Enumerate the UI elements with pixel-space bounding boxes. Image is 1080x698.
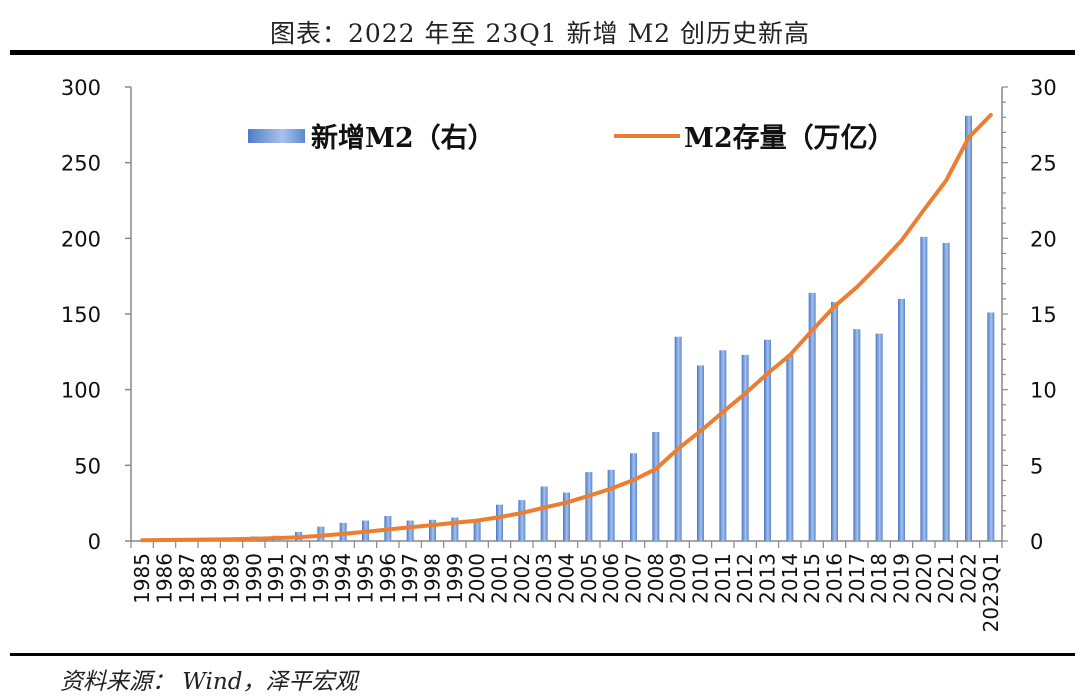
x-tick-label: 1988: [197, 553, 221, 604]
bar-1999: [451, 517, 459, 541]
x-tick-label: 2014: [778, 553, 802, 604]
legend-item-line: M2存量（万亿）: [614, 116, 895, 155]
x-tick-label: 1999: [443, 553, 467, 604]
x-tick-label: 2017: [845, 553, 869, 604]
x-tick-label: 2000: [465, 553, 489, 604]
x-tick-label: 1996: [376, 553, 400, 604]
x-tick-label: 2005: [577, 553, 601, 604]
bar-1998: [429, 519, 436, 541]
right-tick-label: 5: [1030, 454, 1043, 478]
bottom-rule: [10, 653, 1075, 656]
left-tick-label: 50: [74, 454, 101, 478]
x-tick-label: 2015: [800, 553, 824, 604]
bar-2019: [898, 298, 905, 541]
bar-2001: [496, 504, 503, 541]
left-tick-label: 100: [61, 379, 101, 403]
x-tick-label: 2012: [733, 553, 757, 604]
x-tick-label: 2004: [555, 553, 579, 604]
x-tick-label: 2006: [599, 553, 623, 604]
x-tick-label: 1986: [153, 553, 177, 604]
bar-1997: [406, 520, 414, 541]
x-tick-label: 2009: [666, 553, 690, 604]
bar-2009: [674, 336, 682, 541]
bar-2020: [920, 236, 928, 541]
legend-label-line: M2存量（万亿）: [684, 123, 895, 154]
x-tick-label: 2007: [622, 553, 646, 604]
x-tick-label: 2021: [934, 553, 958, 604]
bar-2012: [741, 354, 749, 541]
left-tick-label: 0: [88, 530, 101, 554]
x-tick-label: 2022: [957, 553, 981, 604]
m2-stock-line: [140, 113, 993, 543]
bar-2015: [808, 292, 816, 541]
right-tick-label: 0: [1030, 530, 1043, 554]
x-tick-label: 2019: [890, 553, 914, 604]
left-tick-label: 200: [61, 227, 101, 251]
x-tick-label: 2018: [867, 553, 891, 604]
x-tick-label: 1991: [264, 553, 288, 604]
x-tick-label: 1987: [175, 553, 199, 604]
x-tick-label: 2010: [689, 553, 713, 604]
x-tick-label: 1994: [331, 553, 355, 604]
bar-2002: [518, 500, 526, 541]
x-tick-label: 1990: [242, 553, 266, 604]
source-note: 资料来源： Wind，泽平宏观: [60, 669, 358, 695]
x-tick-label: 2016: [823, 553, 847, 604]
x-tick-label: 2008: [644, 553, 668, 604]
bar-2007: [630, 453, 637, 541]
bar-2011: [719, 350, 727, 541]
bar-2014: [786, 354, 794, 541]
bar-2010: [697, 365, 704, 541]
legend-swatch-bar: [248, 128, 305, 143]
bar-2017: [853, 329, 861, 541]
x-tick-label: 2001: [488, 553, 512, 604]
x-tick-label: 2013: [756, 553, 780, 604]
x-tick-label: 1985: [130, 553, 154, 604]
right-tick-label: 15: [1030, 303, 1057, 327]
right-tick-label: 25: [1030, 152, 1057, 176]
left-tick-label: 300: [61, 76, 101, 100]
x-tick-label: 1993: [309, 553, 333, 604]
right-tick-label: 20: [1030, 227, 1057, 251]
x-tick-label: 2002: [510, 553, 534, 604]
bar-2005: [585, 472, 593, 541]
bar-2016: [831, 301, 838, 541]
right-tick-label: 30: [1030, 76, 1057, 100]
legend-swatch-line: [614, 133, 680, 138]
bar-2023Q1: [987, 312, 995, 541]
chart-title: 图表：2022 年至 23Q1 新增 M2 创历史新高: [269, 19, 811, 48]
x-tick-label: 2020: [912, 553, 936, 604]
bar-2003: [540, 486, 548, 541]
bar-2013: [764, 339, 771, 541]
legend-item-bar: 新增M2（右）: [248, 116, 495, 155]
bar-2006: [607, 469, 615, 541]
x-tick-label: 2011: [711, 553, 735, 604]
x-tick-label: 2003: [532, 553, 556, 604]
left-tick-label: 150: [61, 303, 101, 327]
bar-2004: [563, 492, 570, 541]
x-tick-label: 1997: [398, 553, 422, 604]
bar-2018: [875, 333, 883, 541]
bar-2000: [473, 520, 481, 541]
x-tick-label: 1989: [220, 553, 244, 604]
x-tick-label: 1995: [354, 553, 378, 604]
bar-2021: [942, 242, 950, 541]
x-tick-label: 2023Q1: [979, 553, 1003, 632]
top-rule: [10, 50, 1075, 55]
bar-2022: [965, 115, 972, 542]
right-tick-label: 10: [1030, 379, 1057, 403]
legend-label-bar: 新增M2（右）: [311, 123, 495, 154]
x-tick-label: 1998: [421, 553, 445, 604]
x-tick-label: 1992: [287, 553, 311, 604]
bar-2008: [652, 432, 660, 541]
left-tick-label: 250: [61, 152, 101, 176]
